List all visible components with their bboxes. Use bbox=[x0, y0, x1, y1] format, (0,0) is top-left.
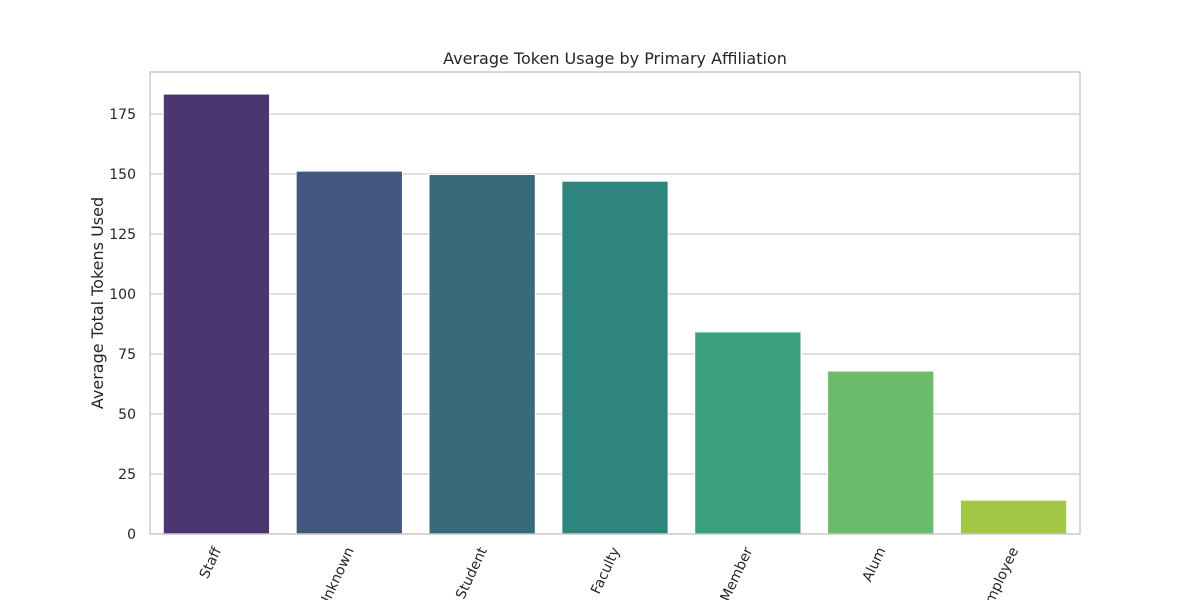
bar-alum bbox=[827, 370, 935, 535]
y-tick-label: 50 bbox=[118, 407, 136, 423]
plot-frame bbox=[149, 71, 1081, 535]
y-axis-ticks: 0 25 50 75 100 125 150 175 bbox=[109, 107, 136, 543]
x-tick-label: Student bbox=[453, 544, 491, 600]
y-tick-label: 25 bbox=[118, 467, 136, 483]
x-tick-label: Faculty bbox=[588, 545, 623, 597]
y-tick-label: 100 bbox=[109, 287, 136, 303]
bar-student bbox=[428, 173, 536, 535]
x-tick-label: Staff bbox=[197, 545, 225, 582]
y-tick-label: 0 bbox=[127, 527, 136, 543]
bar-staff bbox=[162, 93, 271, 535]
x-tick-label: Employee bbox=[978, 545, 1022, 600]
x-tick-label: Unknown bbox=[316, 545, 358, 600]
bar-unknown bbox=[295, 170, 403, 535]
y-tick-label: 125 bbox=[109, 227, 136, 243]
bar-employee bbox=[959, 499, 1068, 535]
bar-faculty bbox=[561, 180, 669, 535]
x-tick-label: Member bbox=[718, 545, 757, 600]
x-axis-ticks: Staff Unknown Student Faculty Member Alum Empl… bbox=[197, 544, 1022, 600]
chart-title: Average Token Usage by Primary Affiliati… bbox=[443, 49, 787, 68]
y-axis-label: Average Total Tokens Used bbox=[88, 197, 107, 409]
y-tick-label: 75 bbox=[118, 347, 136, 363]
bar-member bbox=[694, 331, 802, 535]
y-tick-label: 150 bbox=[109, 167, 136, 183]
y-tick-label: 175 bbox=[109, 107, 136, 123]
bars bbox=[162, 93, 1068, 535]
x-tick-label: Alum bbox=[860, 545, 890, 584]
